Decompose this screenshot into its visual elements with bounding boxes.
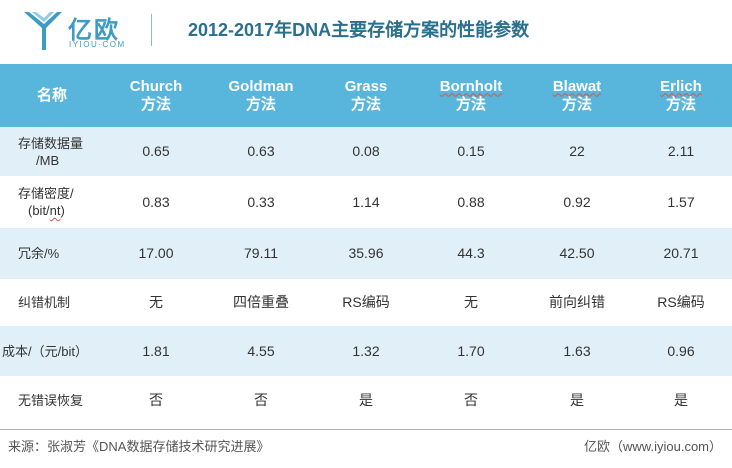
row-label: 成本/（元/bit） <box>2 343 88 359</box>
table-row-redundancy: 冗余/% 17.00 79.11 35.96 44.3 42.50 20.71 <box>0 228 732 279</box>
table-cell: 2.11 <box>667 143 695 159</box>
row-label-line2: (bit/nt) <box>28 203 65 218</box>
column-header-line2: 方法 <box>245 95 276 113</box>
table-cell: 0.33 <box>247 193 275 210</box>
row-label-line2: /MB <box>36 152 60 168</box>
table-cell: 0.88 <box>457 193 485 210</box>
column-header-church: Church 方法 <box>104 78 208 114</box>
column-header-goldman: Goldman 方法 <box>208 78 314 114</box>
column-header-line1: 名称 <box>36 86 67 104</box>
column-header-line2: 方法 <box>140 95 171 113</box>
table-cell: 0.96 <box>667 342 695 359</box>
header-divider <box>151 14 152 46</box>
column-header-line1: Goldman <box>228 77 294 95</box>
column-header-line1: Church <box>129 77 183 95</box>
table-cell: 四倍重叠 <box>233 294 289 310</box>
table-cell: 79.11 <box>244 245 278 261</box>
table-cell: 4.55 <box>247 342 275 359</box>
column-header-name: 名称 <box>0 87 104 105</box>
table-cell: 0.83 <box>142 193 170 210</box>
table-cell: 1.63 <box>563 342 591 359</box>
table-cell: 42.50 <box>559 245 595 261</box>
header: 亿欧 IYIOU·COM 2012-2017年DNA主要存储方案的性能参数 <box>0 0 732 56</box>
table-cell: 1.81 <box>142 342 170 359</box>
table-cell: 1.32 <box>352 342 380 359</box>
table-cell: 无 <box>464 294 478 310</box>
column-header-line1: Bornholt <box>439 77 503 95</box>
column-header-line2: 方法 <box>665 95 696 113</box>
yiou-logo-icon <box>24 12 62 50</box>
table-cell: 1.14 <box>352 193 380 210</box>
row-label-line1: 存储密度/ <box>18 186 74 201</box>
column-header-line1: Blawat <box>552 77 602 95</box>
table-cell: 0.15 <box>457 143 485 159</box>
table-cell: 0.92 <box>563 193 591 210</box>
table-cell: 前向纠错 <box>549 294 605 310</box>
logo-subtext: IYIOU·COM <box>69 40 126 49</box>
column-header-erlich: Erlich 方法 <box>630 78 732 114</box>
column-header-line1: Erlich <box>660 77 702 95</box>
table-cell: 0.63 <box>247 143 275 159</box>
logo: 亿欧 IYIOU·COM <box>22 8 132 52</box>
logo-text: 亿欧 <box>68 17 120 44</box>
table-cell: 20.71 <box>663 245 699 261</box>
site-credit: 亿欧（www.iyiou.com） <box>584 439 722 454</box>
table-cell: 是 <box>674 391 688 408</box>
page-title: 2012-2017年DNA主要存储方案的性能参数 <box>188 20 530 40</box>
table-row-storage-capacity: 存储数据量 /MB 0.65 0.63 0.08 0.15 22 2.11 <box>0 127 732 176</box>
table-cell: 0.65 <box>142 143 170 159</box>
table-cell: 1.70 <box>457 342 485 359</box>
row-label: 无错误恢复 <box>18 392 84 408</box>
column-header-bornholt: Bornholt 方法 <box>418 78 524 114</box>
table-cell: 44.3 <box>457 245 485 261</box>
table-cell: 1.57 <box>667 193 695 210</box>
performance-table: 名称 Church 方法 Goldman 方法 Grass 方法 Bornhol… <box>0 64 732 424</box>
table-row-error-free-recovery: 无错误恢复 否 否 是 否 是 是 <box>0 376 732 424</box>
table-cell: 35.96 <box>348 245 384 261</box>
table-cell: RS编码 <box>342 294 390 310</box>
table-header-row: 名称 Church 方法 Goldman 方法 Grass 方法 Bornhol… <box>0 64 732 127</box>
row-label-line1: 存储数据量 <box>18 135 84 151</box>
table-cell: 0.08 <box>352 143 380 159</box>
table-cell: 无 <box>149 294 163 310</box>
table-row-cost: 成本/（元/bit） 1.81 4.55 1.32 1.70 1.63 0.96 <box>0 326 732 376</box>
table-cell: 否 <box>254 391 268 408</box>
column-header-line2: 方法 <box>350 95 381 113</box>
column-header-grass: Grass 方法 <box>314 78 418 114</box>
table-cell: 17.00 <box>138 245 174 261</box>
table-cell: 22 <box>569 143 585 159</box>
column-header-blawat: Blawat 方法 <box>524 78 630 114</box>
table-row-error-correction: 纠错机制 无 四倍重叠 RS编码 无 前向纠错 RS编码 <box>0 279 732 326</box>
row-label: 冗余/% <box>18 246 60 261</box>
footer-divider <box>0 429 732 430</box>
column-header-line1: Grass <box>344 77 388 95</box>
table-cell: 否 <box>149 391 163 408</box>
column-header-line2: 方法 <box>561 95 592 113</box>
source-note: 来源：张淑芳《DNA数据存储技术研究进展》 <box>8 439 270 454</box>
table-cell: 否 <box>464 391 478 408</box>
row-label: 存储数据量 /MB <box>0 135 104 169</box>
row-label: 存储密度/ (bit/nt) <box>0 185 104 219</box>
row-label: 纠错机制 <box>18 295 71 310</box>
column-header-line2: 方法 <box>455 95 486 113</box>
table-cell: 是 <box>359 391 373 408</box>
table-row-storage-density: 存储密度/ (bit/nt) 0.83 0.33 1.14 0.88 0.92 … <box>0 176 732 228</box>
table-cell: RS编码 <box>657 294 705 310</box>
table-cell: 是 <box>570 391 584 408</box>
